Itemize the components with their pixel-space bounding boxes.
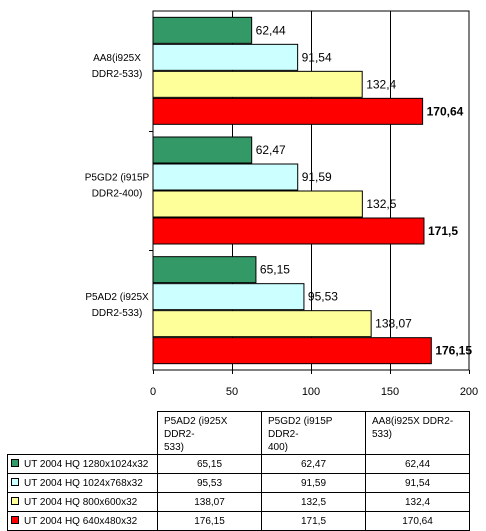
table-row-header: UT 2004 HQ 640x480x32 [7, 511, 158, 531]
x-tick-label: 0 [150, 386, 156, 398]
table-row: UT 2004 HQ 640x480x32 176,15 171,5 170,6… [7, 511, 470, 531]
data-label: 176,15 [435, 344, 472, 358]
x-tick-label: 100 [302, 386, 320, 398]
category-label: DDR2-533) [92, 69, 143, 80]
x-tick-label: 200 [460, 386, 478, 398]
legend-label: UT 2004 HQ 1280x1024x32 [24, 458, 149, 470]
table-cell: 62,47 [261, 454, 366, 474]
table-cell: 171,5 [261, 511, 366, 531]
category-label: DDR2-400) [92, 189, 143, 200]
bar [152, 97, 424, 125]
category-label: DDR2-533) [92, 308, 143, 319]
category-label: AA8(i925X [93, 53, 141, 64]
data-label: 132,5 [366, 197, 396, 211]
legend-swatch [11, 496, 19, 505]
data-label: 62,47 [256, 143, 286, 157]
col-header-line: 533) [372, 429, 393, 440]
bar [152, 310, 372, 338]
table-row: UT 2004 HQ 1024x768x32 95,53 91,59 91,54 [7, 473, 470, 493]
legend-swatch [11, 515, 19, 524]
data-label: 91,59 [302, 170, 332, 184]
bar [152, 256, 257, 284]
bar [152, 136, 253, 164]
legend-swatch [11, 477, 19, 486]
x-tick-label: 50 [226, 386, 238, 398]
bar [152, 217, 425, 245]
col-header-line: P5AD2 (i925X DDR2- [164, 416, 228, 440]
table-header-row: P5AD2 (i925X DDR2- 533) P5GD2 (i915P DDR… [8, 411, 470, 455]
data-table: P5AD2 (i925X DDR2- 533) P5GD2 (i915P DDR… [7, 411, 470, 531]
table-col-header-aa8: AA8(i925X DDR2- 533) [365, 411, 470, 455]
data-label: 132,4 [366, 77, 396, 91]
table-row-header: UT 2004 HQ 1280x1024x32 [7, 454, 158, 474]
table-col-header-p5gd2: P5GD2 (i915P DDR2- 400) [261, 411, 366, 455]
bar-chart: 0 50 100 150 200 AA8(i925X DDR2-533) 62,44 91,54… [85, 10, 478, 398]
col-header-line: 400) [268, 442, 289, 453]
col-header-line: AA8(i925X DDR2- [372, 416, 454, 427]
bar [152, 190, 363, 218]
table-row-header: UT 2004 HQ 1024x768x32 [7, 473, 158, 493]
legend-label: UT 2004 HQ 1024x768x32 [24, 477, 143, 489]
bar [152, 16, 253, 44]
bar [152, 337, 432, 365]
table-cell: 132,4 [365, 492, 470, 512]
col-header-line: 533) [164, 442, 185, 453]
x-tick-label: 150 [381, 386, 399, 398]
category-label: P5AD2 (i925X [85, 292, 149, 303]
table-cell: 91,54 [365, 473, 470, 493]
table-cell: 176,15 [157, 511, 262, 531]
table-cell: 138,07 [157, 492, 262, 512]
data-label: 170,64 [427, 104, 464, 118]
table-col-header-p5ad2: P5AD2 (i925X DDR2- 533) [157, 411, 262, 455]
data-label: 65,15 [260, 263, 290, 277]
table-row: UT 2004 HQ 800x600x32 138,07 132,5 132,4 [7, 492, 470, 512]
table-cell: 91,59 [261, 473, 366, 493]
col-header-line: P5GD2 (i915P DDR2- [268, 416, 333, 440]
legend-swatch [11, 458, 19, 467]
table-cell: 65,15 [157, 454, 262, 474]
table-row: UT 2004 HQ 1280x1024x32 65,15 62,47 62,4… [7, 454, 470, 474]
category-label: P5GD2 (i915P [85, 173, 150, 184]
table-corner [8, 412, 158, 455]
bar [152, 43, 299, 71]
legend-label: UT 2004 HQ 800x600x32 [24, 496, 138, 508]
data-label: 171,5 [428, 224, 458, 238]
data-label: 62,44 [256, 23, 286, 37]
bar [152, 163, 299, 191]
table-cell: 95,53 [157, 473, 262, 493]
bar [152, 283, 305, 311]
table-cell: 62,44 [365, 454, 470, 474]
table-cell: 170,64 [365, 511, 470, 531]
table-cell: 132,5 [261, 492, 366, 512]
data-label: 138,07 [375, 317, 412, 331]
bar [152, 70, 363, 98]
table-row-header: UT 2004 HQ 800x600x32 [7, 492, 158, 512]
data-label: 91,54 [302, 50, 332, 64]
legend-label: UT 2004 HQ 640x480x32 [24, 515, 138, 527]
data-label: 95,53 [308, 290, 338, 304]
